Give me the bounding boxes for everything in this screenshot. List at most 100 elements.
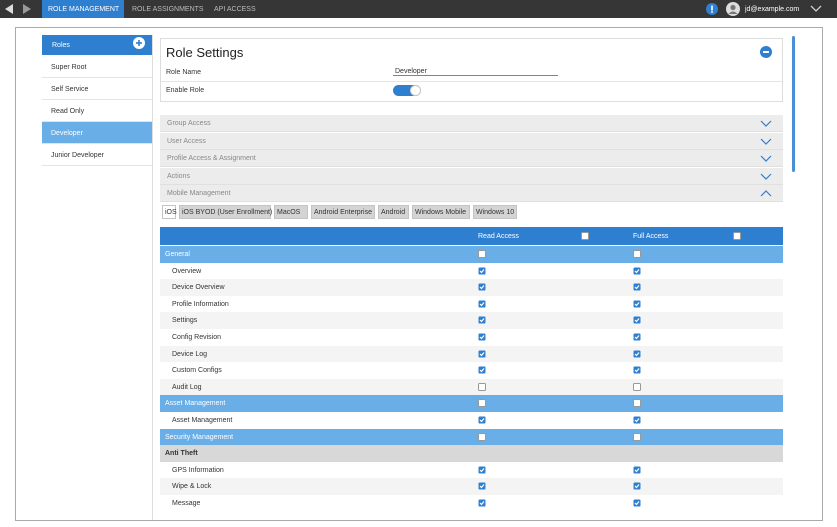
checkbox-checked[interactable] <box>633 333 641 341</box>
os-tab[interactable] <box>412 205 470 219</box>
checkbox-checked[interactable] <box>633 466 641 474</box>
os-tab-label[interactable]: iOS <box>165 209 177 216</box>
section-chevron[interactable] <box>760 155 772 163</box>
checkbox[interactable] <box>633 399 641 408</box>
checkbox[interactable] <box>478 399 486 408</box>
checkbox-checked[interactable] <box>633 267 641 275</box>
nav-tab[interactable]: ROLE MANAGEMENT <box>42 0 124 18</box>
checkbox-checked[interactable] <box>633 283 641 291</box>
row-label: Asset Management <box>165 400 226 408</box>
checkbox-checked[interactable] <box>478 499 486 507</box>
role-item[interactable] <box>42 56 152 78</box>
checkbox[interactable] <box>478 250 486 258</box>
table-row <box>160 445 783 462</box>
checkbox-checked[interactable] <box>633 416 641 424</box>
checkbox-checked[interactable] <box>478 416 486 424</box>
row-label: Security Management <box>165 433 234 441</box>
os-tab[interactable] <box>162 205 176 219</box>
role-item-label[interactable]: Junior Developer <box>51 152 104 159</box>
os-tab[interactable] <box>179 205 271 219</box>
os-tab[interactable] <box>311 205 375 219</box>
checkbox-checked[interactable] <box>478 267 486 275</box>
section-title[interactable]: Profile Access & Assignment <box>167 155 256 163</box>
table-row <box>160 279 783 296</box>
checkbox-checked[interactable] <box>478 333 486 341</box>
section-chevron[interactable] <box>760 138 772 145</box>
section-title[interactable]: Group Access <box>167 120 211 127</box>
section-chevron[interactable] <box>760 173 772 180</box>
table-row <box>160 329 783 346</box>
row-label: Anti Theft <box>165 450 198 458</box>
os-tab-label[interactable]: Windows 10 <box>476 209 515 216</box>
os-tab-label[interactable]: iOS BYOD (User Enrollment) <box>182 209 273 216</box>
table-row <box>160 495 783 512</box>
history-arrows[interactable] <box>5 4 37 14</box>
role-item-label[interactable]: Self Service <box>51 86 89 93</box>
section-header[interactable] <box>160 115 783 132</box>
checkbox[interactable] <box>633 382 641 391</box>
os-tab-label[interactable]: Android <box>381 209 406 216</box>
nav-tab[interactable]: ROLE ASSIGNMENTS <box>132 6 204 13</box>
add-role-button[interactable] <box>133 37 145 49</box>
section-title[interactable]: User Access <box>167 137 206 145</box>
role-item[interactable] <box>42 144 152 166</box>
os-tab-label[interactable]: MacOS <box>277 209 301 216</box>
checkbox[interactable] <box>733 232 741 240</box>
role-name-input[interactable]: Developer <box>393 68 558 76</box>
os-tab[interactable] <box>473 205 517 219</box>
avatar[interactable] <box>726 2 740 16</box>
checkbox[interactable] <box>633 432 641 441</box>
table-row <box>160 395 783 412</box>
table-row <box>160 295 783 313</box>
scrollbar[interactable] <box>792 36 795 172</box>
nav-tab[interactable]: API ACCESS <box>214 6 256 13</box>
checkbox-checked[interactable] <box>633 300 641 308</box>
user-menu-chevron[interactable] <box>810 5 822 13</box>
checkbox-checked[interactable] <box>633 350 641 358</box>
os-tab[interactable] <box>274 205 308 219</box>
collapse-button[interactable] <box>760 46 772 58</box>
sidebar-header <box>42 35 152 55</box>
enable-toggle[interactable] <box>393 85 421 96</box>
table-row <box>160 412 783 429</box>
role-item-label[interactable]: Super Root <box>51 64 87 71</box>
section-title[interactable]: Mobile Management <box>167 190 231 198</box>
checkbox-checked[interactable] <box>633 482 641 490</box>
alert-icon[interactable] <box>706 3 718 15</box>
section-header[interactable] <box>160 132 783 150</box>
checkbox-checked[interactable] <box>478 316 486 324</box>
checkbox-checked[interactable] <box>478 482 486 490</box>
role-item-label[interactable]: Developer <box>51 130 83 137</box>
table-row <box>160 428 783 446</box>
section-header[interactable] <box>160 167 783 185</box>
role-item[interactable] <box>42 100 152 122</box>
role-item[interactable] <box>42 78 152 100</box>
section-title[interactable]: Actions <box>167 172 190 180</box>
role-item-label[interactable]: Read Only <box>51 108 85 115</box>
table-row <box>160 478 783 495</box>
checkbox-checked[interactable] <box>478 350 486 358</box>
checkbox[interactable] <box>633 250 641 258</box>
checkbox-checked[interactable] <box>478 466 486 474</box>
table-row <box>160 461 783 479</box>
os-tab[interactable] <box>378 205 409 219</box>
checkbox[interactable] <box>478 382 486 391</box>
checkbox[interactable] <box>581 232 589 240</box>
role-item[interactable] <box>42 122 152 144</box>
checkbox[interactable] <box>478 432 486 441</box>
checkbox-checked[interactable] <box>633 499 641 507</box>
checkbox-checked[interactable] <box>633 366 641 374</box>
section-header[interactable] <box>160 150 783 168</box>
section-chevron[interactable] <box>760 120 772 127</box>
row-label: Config Revision <box>172 334 222 341</box>
user-name[interactable]: jd@example.com <box>745 6 800 13</box>
os-tab-label[interactable]: Windows Mobile <box>415 209 466 216</box>
checkbox-checked[interactable] <box>633 316 641 324</box>
role-settings-panel <box>160 38 783 102</box>
os-tab-label[interactable]: Android Enterprise <box>314 209 372 216</box>
checkbox-checked[interactable] <box>478 366 486 374</box>
checkbox-checked[interactable] <box>478 300 486 308</box>
checkbox-checked[interactable] <box>478 283 486 291</box>
section-header[interactable] <box>160 185 783 203</box>
section-chevron[interactable] <box>760 190 772 197</box>
